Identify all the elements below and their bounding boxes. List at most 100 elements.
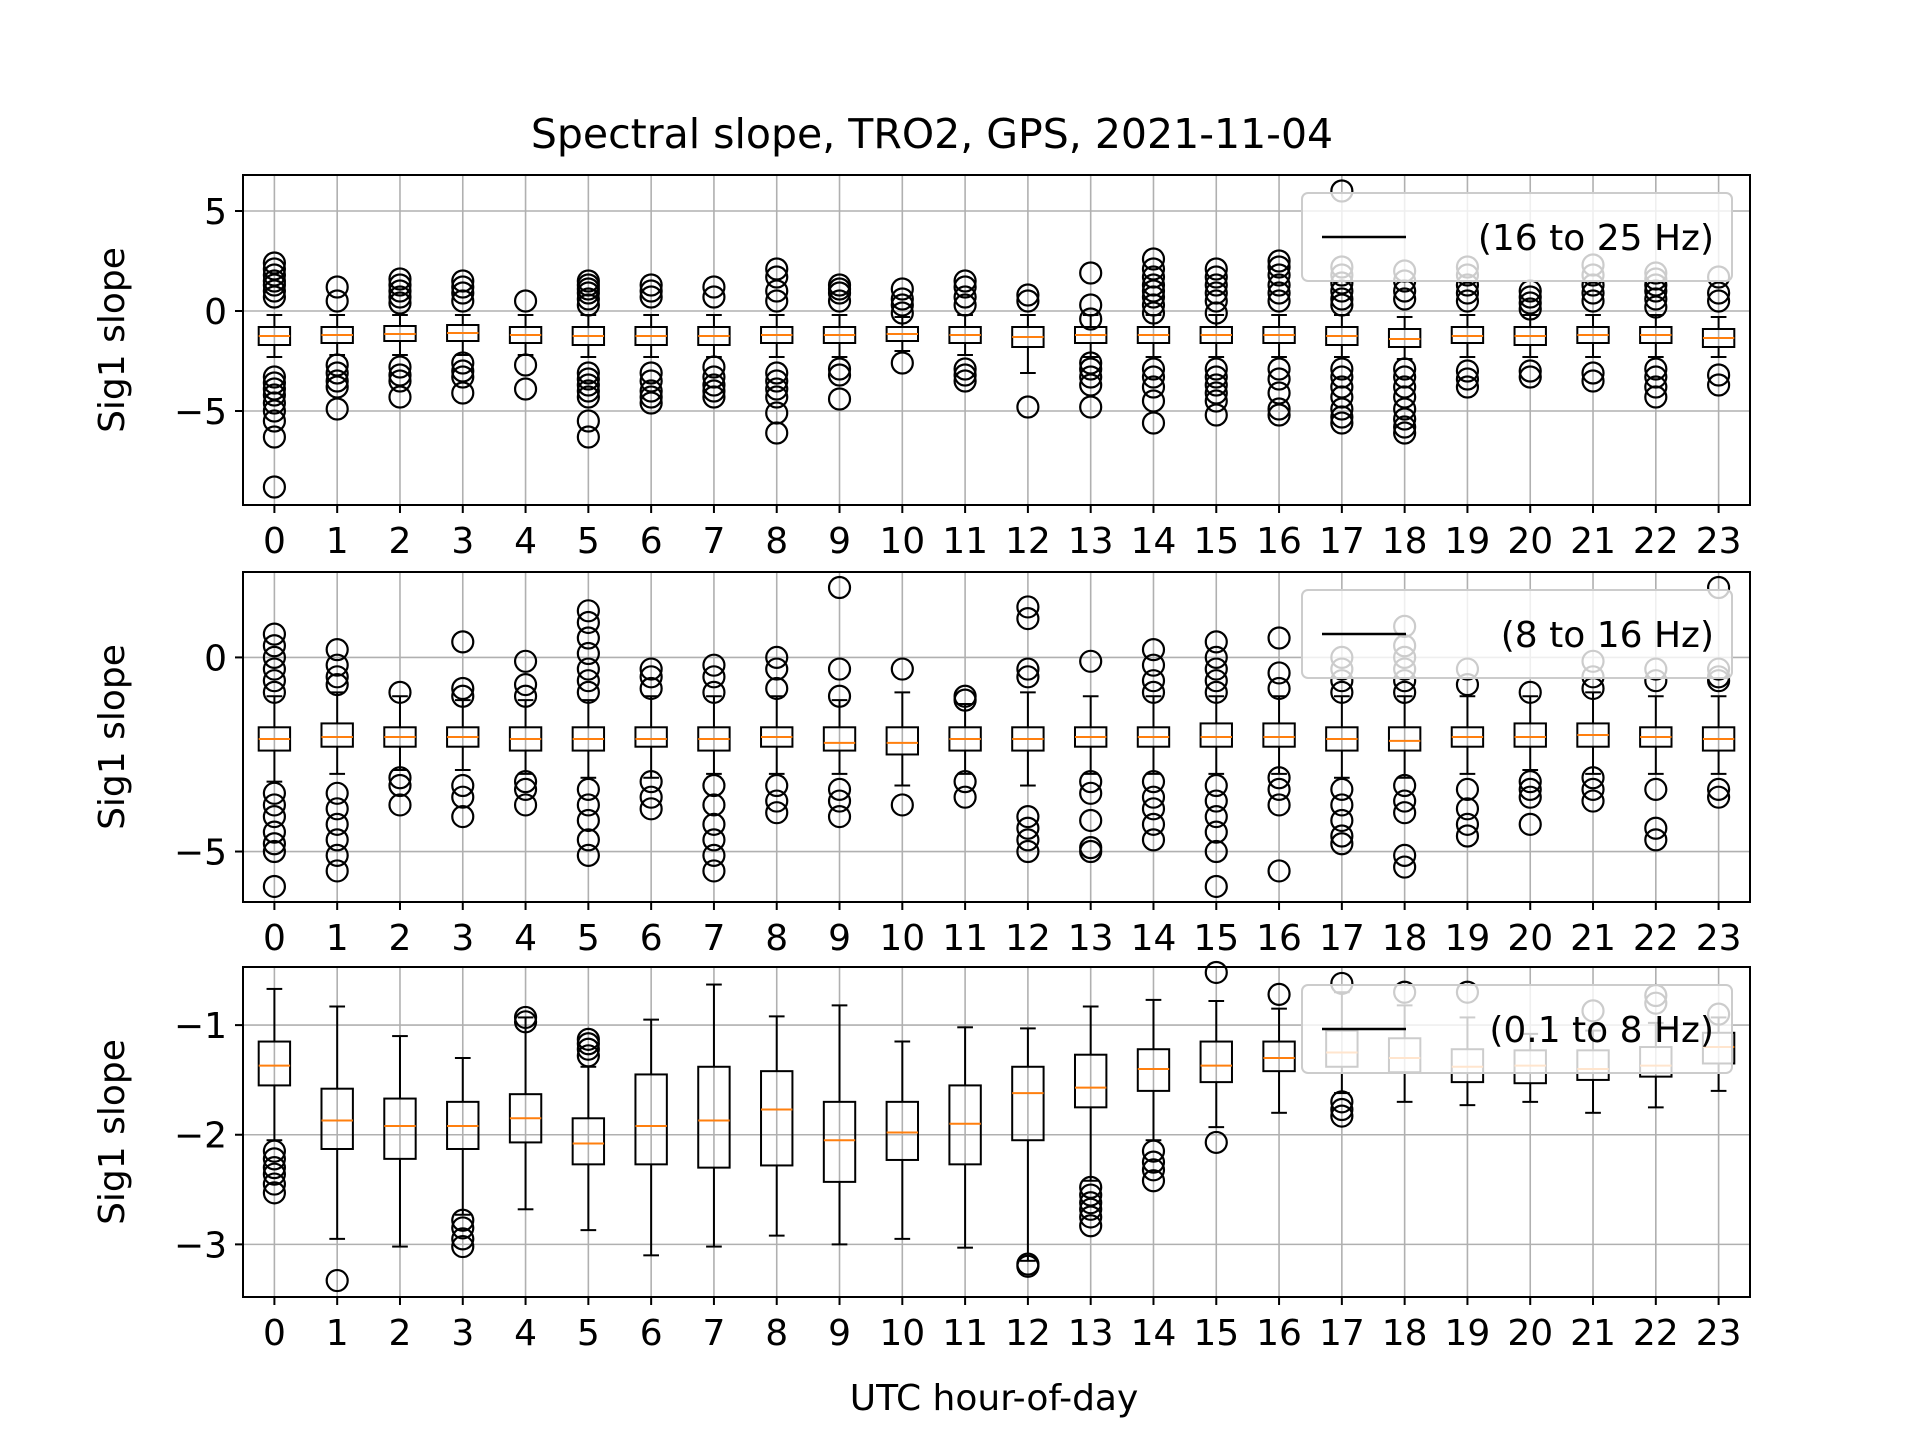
- outlier-point: [576, 1037, 600, 1061]
- box-iqr: [1262, 722, 1296, 748]
- outlier-point: [1079, 357, 1103, 381]
- outlier-point: [262, 475, 286, 499]
- outlier-point: [1267, 777, 1291, 802]
- box-hour-8: [760, 257, 794, 445]
- x-tick-label: 10: [879, 1313, 925, 1354]
- outlier-point: [1581, 289, 1605, 313]
- x-tick-label: 20: [1507, 918, 1553, 959]
- outlier-point: [1518, 770, 1542, 794]
- outlier-point: [576, 1032, 600, 1056]
- outlier-point: [262, 1147, 286, 1171]
- x-tick-label: 17: [1319, 521, 1365, 562]
- outlier-point: [576, 828, 600, 852]
- outlier-point: [890, 293, 914, 317]
- outlier-point: [325, 369, 349, 393]
- box-hour-11: [948, 684, 982, 809]
- outlier-point: [388, 766, 412, 790]
- box-hour-4: [508, 649, 543, 817]
- outlier-point: [451, 785, 475, 809]
- outlier-point: [765, 789, 789, 813]
- outlier-point: [513, 289, 538, 313]
- box-hour-1: [320, 275, 354, 421]
- outlier-point: [1330, 287, 1354, 311]
- outlier-point: [262, 820, 286, 844]
- box-hour-8: [760, 645, 794, 825]
- box-iqr: [1262, 1040, 1296, 1073]
- box-hour-16: [1262, 249, 1296, 427]
- outlier-point: [388, 267, 412, 291]
- x-tick-label: 10: [879, 918, 925, 959]
- y-axis-label: Sig1 slope: [92, 247, 133, 433]
- box-hour-20: [1513, 279, 1547, 389]
- outlier-point: [1016, 657, 1040, 681]
- outlier-point: [639, 770, 663, 794]
- x-tick-label: 4: [514, 918, 537, 959]
- outlier-point: [1393, 397, 1417, 421]
- box-hour-14: [1136, 998, 1171, 1193]
- outlier-point: [765, 265, 789, 289]
- outlier-point: [1707, 281, 1731, 305]
- outlier-point: [388, 369, 412, 393]
- x-tick-label: 2: [389, 1313, 412, 1354]
- box-iqr: [948, 1084, 982, 1166]
- outlier-point: [325, 843, 349, 868]
- box-iqr: [1011, 1065, 1045, 1142]
- outlier-point: [1518, 285, 1542, 309]
- outlier-point: [1267, 357, 1291, 381]
- box-hour-13: [1073, 1005, 1108, 1238]
- outlier-point: [702, 385, 726, 409]
- box-hour-4: [508, 289, 543, 401]
- outlier-point: [1267, 263, 1291, 287]
- outlier-point: [388, 385, 412, 409]
- outlier-point: [262, 279, 286, 303]
- outlier-point: [1644, 295, 1668, 319]
- outlier-point: [1141, 293, 1166, 317]
- box-hour-22: [1639, 261, 1673, 409]
- outlier-point: [576, 657, 600, 681]
- box-hour-8: [760, 1015, 794, 1237]
- box-iqr: [822, 726, 857, 752]
- outlier-point: [1455, 289, 1480, 313]
- x-tick-label: 15: [1193, 1313, 1239, 1354]
- outlier-point: [1204, 630, 1228, 654]
- outlier-point: [325, 653, 349, 677]
- outlier-point: [576, 808, 600, 833]
- outlier-point: [1141, 1158, 1166, 1182]
- outlier-point: [702, 355, 726, 379]
- legend-label: (0.1 to 8 Hz): [1489, 1010, 1714, 1051]
- x-tick-label: 23: [1696, 521, 1742, 562]
- axes-frame: [242, 571, 1751, 903]
- outlier-point: [702, 859, 726, 883]
- outlier-point: [1079, 307, 1103, 331]
- outlier-point: [576, 425, 600, 449]
- outlier-point: [1644, 287, 1668, 311]
- outlier-point: [1141, 411, 1166, 435]
- box-iqr: [822, 1100, 857, 1183]
- box-hour-1: [320, 638, 354, 883]
- outlier-point: [827, 575, 852, 600]
- outlier-point: [576, 641, 600, 666]
- outlier-point: [325, 397, 349, 421]
- x-tick-label: 6: [640, 521, 663, 562]
- outlier-point: [1079, 1205, 1103, 1229]
- outlier-point: [1393, 773, 1417, 798]
- outlier-point: [1330, 1090, 1354, 1114]
- outlier-point: [1141, 1169, 1166, 1193]
- outlier-point: [1016, 839, 1040, 864]
- outlier-point: [953, 785, 977, 809]
- outlier-point: [262, 781, 286, 805]
- outlier-point: [702, 812, 726, 836]
- outlier-point: [639, 657, 663, 681]
- outlier-point: [1644, 357, 1668, 381]
- outlier-point: [1455, 812, 1480, 836]
- outlier-point: [1141, 812, 1166, 836]
- outlier-point: [765, 361, 789, 385]
- outlier-point: [827, 657, 852, 681]
- outlier-point: [513, 353, 538, 377]
- outlier-point: [513, 777, 538, 802]
- x-tick-label: 3: [451, 521, 474, 562]
- outlier-point: [1016, 1254, 1040, 1278]
- outlier-point: [1267, 676, 1291, 701]
- outlier-point: [827, 387, 852, 411]
